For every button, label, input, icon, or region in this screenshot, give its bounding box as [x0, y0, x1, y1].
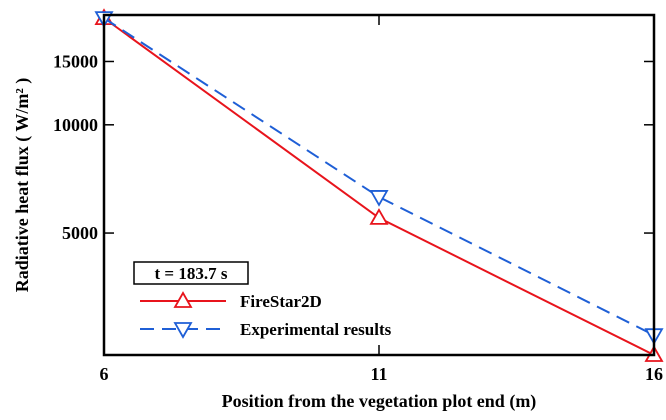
marker — [173, 291, 193, 308]
x-tick-label: 6 — [100, 364, 109, 384]
annotation-box — [133, 261, 249, 285]
annotation: t = 183.7 s — [155, 264, 228, 283]
x-tick-label: 11 — [370, 364, 387, 384]
x-axis-label: Position from the vegetation plot end (m… — [222, 391, 537, 412]
plot-frame — [102, 13, 656, 357]
y-axis-label: Radiative heat flux ( W/m² ) — [12, 78, 33, 293]
marker — [369, 190, 389, 207]
series-line — [103, 17, 655, 337]
y-tick-label: 5000 — [62, 223, 98, 243]
marker — [173, 322, 193, 339]
legend-label: FireStar2D — [240, 292, 322, 311]
marker — [369, 208, 389, 225]
y-tick-label: 10000 — [53, 115, 98, 135]
y-tick-label: 15000 — [53, 51, 98, 71]
x-tick-label: 16 — [645, 364, 663, 384]
legend-label: Experimental results — [240, 320, 392, 339]
